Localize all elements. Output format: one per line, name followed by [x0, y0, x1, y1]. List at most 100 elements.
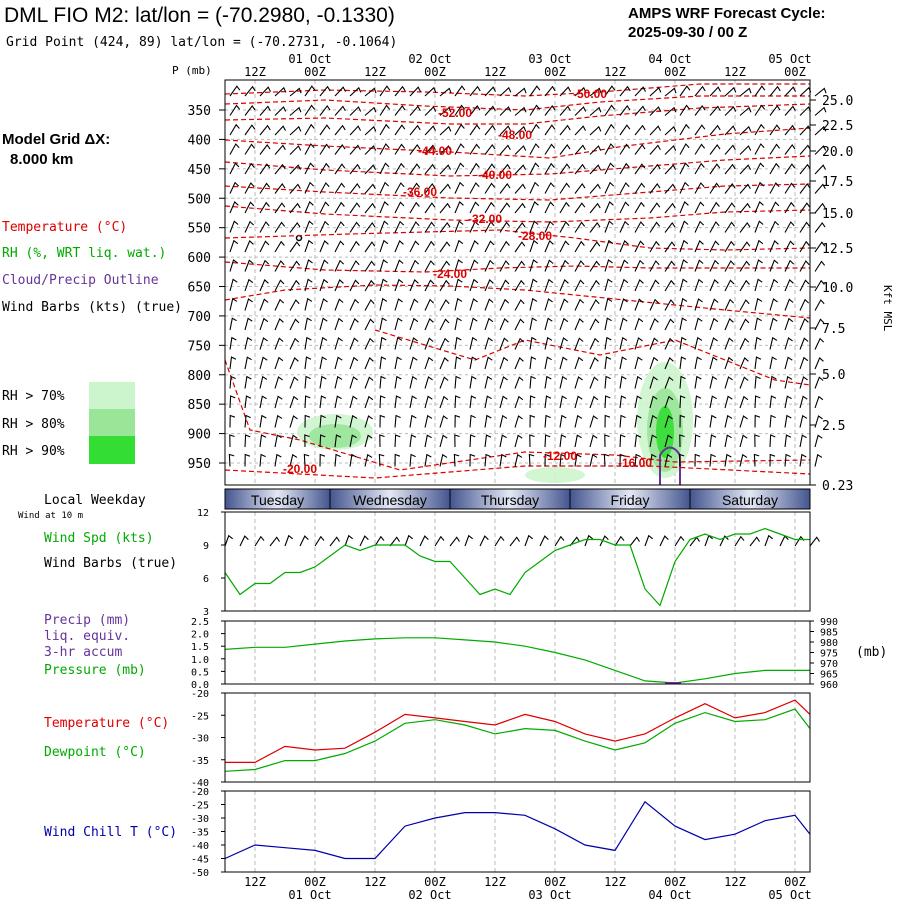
y-tick-label: -25: [191, 711, 209, 722]
wind-barb: [694, 356, 702, 370]
wind-barb: [649, 395, 658, 409]
wind-barb: [709, 86, 722, 97]
contour-label: -28.00: [518, 229, 552, 243]
wind-barb: [454, 278, 463, 292]
wind-barb: [274, 240, 285, 253]
wind-barb: [769, 182, 780, 194]
wind-barb: [349, 240, 360, 253]
wind-barb: [529, 220, 539, 233]
wind-barb: [259, 434, 267, 448]
wind-barb: [394, 124, 406, 136]
wind-barb: [514, 337, 525, 350]
wind-barb: [799, 144, 811, 155]
wind-barb: [439, 106, 452, 116]
wind-barb: [619, 259, 629, 272]
wind-barb: [499, 106, 512, 116]
wind-barb: [229, 356, 237, 370]
wind-barb: [349, 279, 360, 292]
top-date-label: 02 Oct: [408, 52, 451, 66]
wind-barb: [799, 356, 809, 370]
wind-barb: [439, 145, 452, 155]
wind-barb: [394, 375, 402, 389]
wind-barb: [559, 163, 571, 175]
wind-barb: [604, 220, 614, 233]
wind-barb: [679, 259, 688, 272]
wind-barb: [619, 162, 630, 175]
wind-barb: [589, 395, 599, 409]
wind-barb: [334, 337, 343, 350]
wind-barb: [769, 240, 779, 253]
wind-barb: [694, 104, 706, 116]
wind-barb: [424, 260, 435, 272]
wind-barb: [694, 434, 701, 448]
wind-barb: [559, 356, 568, 370]
wind-barb: [709, 143, 721, 155]
wind-barb: [529, 143, 540, 155]
wind-barb: [799, 434, 807, 448]
wind-barb: [454, 104, 466, 116]
wind-barb: [814, 183, 826, 194]
wind-barb: [394, 143, 406, 155]
model-grid-label: Model Grid ΔX:: [2, 131, 110, 148]
wind-barb: [514, 87, 527, 97]
temperature-contour: [224, 465, 811, 479]
top-hour-label: 12Z: [244, 65, 266, 79]
wind-barb: [334, 105, 346, 116]
wind-barb: [244, 220, 255, 233]
wind-barb: [259, 240, 270, 253]
wind-barb: [694, 259, 704, 272]
wind-barb: [274, 434, 282, 448]
wind-barb: [364, 125, 377, 136]
wind-barb: [499, 356, 509, 370]
wind-barb: [799, 240, 810, 253]
wind-barb: [349, 260, 360, 272]
wind-barb: [604, 434, 610, 448]
wind-barb: [514, 260, 526, 272]
wind-barb: [694, 298, 703, 311]
wind-barb: [709, 259, 720, 272]
wind-barb: [619, 317, 628, 331]
wind-at-10m-label: Wind at 10 m: [18, 511, 83, 521]
wind-barb: [229, 375, 236, 389]
wind-barb: [364, 164, 377, 175]
wind-barb: [379, 414, 386, 428]
wind-barb: [559, 337, 568, 350]
wind-barb: [229, 181, 240, 194]
wind-barb: [679, 143, 690, 155]
wind-barb: [574, 414, 583, 428]
wind-barb: [619, 85, 631, 97]
wind-barb: [484, 86, 497, 97]
wind-barb: [604, 104, 616, 116]
pressure-tick-label: 400: [188, 133, 211, 148]
wind-barb: [754, 336, 762, 350]
wind-barb: [754, 104, 766, 116]
wind-barb: [649, 434, 657, 448]
contour-label: -12.00: [543, 449, 577, 463]
wind-barb: [604, 162, 615, 175]
wind-barb: [259, 279, 269, 292]
wind-barb: [739, 202, 751, 214]
wind-barb: [289, 279, 300, 292]
top-date-label: 01 Oct: [288, 52, 331, 66]
wind-barb: [244, 336, 253, 350]
surface-wind-barb: [719, 535, 729, 547]
wind-barb: [229, 104, 241, 116]
wind-barb: [304, 317, 312, 331]
wind-barb: [274, 221, 286, 233]
wind-barb: [454, 162, 465, 175]
wind-barb: [439, 434, 448, 448]
pressure-tick-label: 950: [188, 457, 211, 472]
wind-barb: [814, 145, 827, 155]
wind-barb: [259, 221, 270, 233]
wind-barb: [394, 434, 401, 448]
bottom-date-label: 01 Oct: [288, 888, 331, 900]
wind-barb: [229, 259, 238, 272]
wind-barb: [544, 356, 552, 370]
wind-barb: [724, 125, 737, 136]
contour-label: -52.00: [438, 106, 472, 120]
rh70-swatch: [89, 382, 135, 409]
wind-barb: [679, 336, 687, 350]
wind-barb: [694, 375, 702, 389]
wind-barb: [769, 336, 778, 350]
wind-barb: [649, 106, 662, 116]
